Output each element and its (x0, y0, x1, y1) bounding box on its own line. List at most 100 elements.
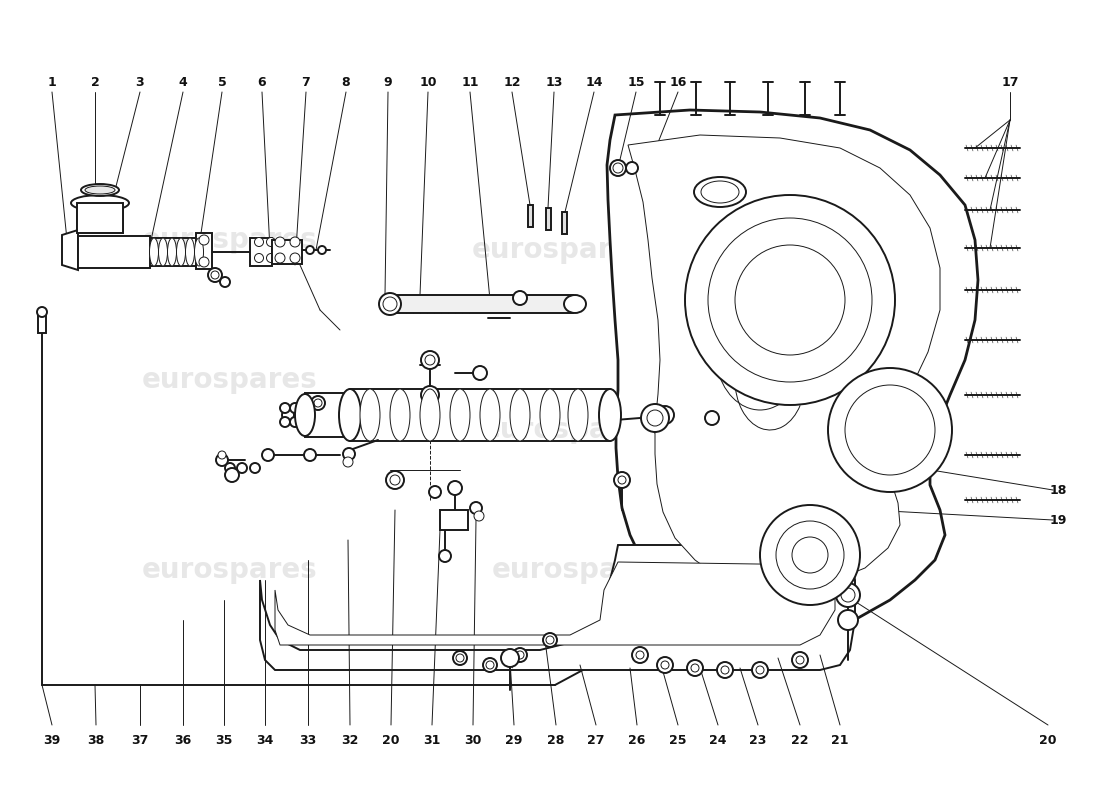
Circle shape (626, 162, 638, 174)
Circle shape (708, 218, 872, 382)
Ellipse shape (150, 238, 158, 266)
Circle shape (280, 417, 290, 427)
Circle shape (543, 633, 557, 647)
Circle shape (311, 396, 324, 410)
Circle shape (838, 610, 858, 630)
Circle shape (250, 463, 260, 473)
Circle shape (421, 351, 439, 369)
Text: eurospares: eurospares (142, 366, 318, 394)
Text: 22: 22 (791, 734, 808, 746)
Text: eurospares: eurospares (492, 556, 668, 584)
Text: eurospares: eurospares (472, 236, 648, 264)
Text: 15: 15 (627, 75, 645, 89)
Ellipse shape (568, 389, 588, 441)
Circle shape (429, 486, 441, 498)
Circle shape (290, 253, 300, 263)
Text: 8: 8 (342, 75, 350, 89)
Circle shape (661, 661, 669, 669)
Text: 39: 39 (43, 734, 60, 746)
Circle shape (379, 293, 401, 315)
Circle shape (306, 246, 313, 254)
Circle shape (500, 649, 519, 667)
Circle shape (483, 658, 497, 672)
Text: 9: 9 (384, 75, 393, 89)
Ellipse shape (81, 184, 119, 196)
Bar (196, 233, 212, 269)
Bar (39, 315, 46, 333)
Ellipse shape (564, 295, 586, 313)
Ellipse shape (450, 389, 470, 441)
Ellipse shape (701, 181, 739, 203)
Text: 25: 25 (669, 734, 686, 746)
Text: 28: 28 (548, 734, 564, 746)
Ellipse shape (195, 238, 204, 266)
Text: 16: 16 (669, 75, 686, 89)
Circle shape (760, 505, 860, 605)
Bar (528, 205, 534, 227)
Circle shape (756, 666, 764, 674)
Text: 2: 2 (90, 75, 99, 89)
Circle shape (513, 648, 527, 662)
Polygon shape (260, 545, 855, 670)
Circle shape (691, 664, 698, 672)
Circle shape (516, 651, 524, 659)
Circle shape (266, 254, 275, 262)
Circle shape (688, 660, 703, 676)
Circle shape (705, 411, 719, 425)
Ellipse shape (641, 404, 669, 432)
Circle shape (37, 307, 47, 317)
Circle shape (453, 651, 468, 665)
Text: 35: 35 (216, 734, 233, 746)
Ellipse shape (647, 410, 663, 426)
Ellipse shape (339, 389, 361, 441)
Circle shape (275, 237, 285, 247)
Text: eurospares: eurospares (142, 556, 318, 584)
Text: 31: 31 (424, 734, 441, 746)
Text: 4: 4 (178, 75, 187, 89)
Text: 23: 23 (749, 734, 767, 746)
Circle shape (254, 254, 264, 262)
Ellipse shape (85, 186, 116, 194)
Circle shape (439, 550, 451, 562)
Text: 10: 10 (419, 75, 437, 89)
Polygon shape (607, 110, 978, 632)
Circle shape (216, 454, 228, 466)
Circle shape (211, 271, 219, 279)
Circle shape (218, 451, 226, 459)
Text: 6: 6 (257, 75, 266, 89)
Text: 34: 34 (256, 734, 274, 746)
Circle shape (792, 652, 808, 668)
Polygon shape (62, 230, 78, 270)
Circle shape (636, 651, 644, 659)
Text: 12: 12 (504, 75, 520, 89)
Text: eurospares: eurospares (482, 416, 658, 444)
Bar (546, 208, 551, 230)
Circle shape (792, 537, 828, 573)
Ellipse shape (510, 389, 530, 441)
Circle shape (752, 662, 768, 678)
Circle shape (226, 468, 239, 482)
Circle shape (657, 657, 673, 673)
Circle shape (343, 457, 353, 467)
Circle shape (717, 662, 733, 678)
Polygon shape (628, 135, 940, 590)
Circle shape (280, 403, 290, 413)
Text: 19: 19 (1049, 514, 1067, 526)
Bar (305, 393, 346, 437)
Ellipse shape (480, 389, 501, 441)
Text: 7: 7 (301, 75, 310, 89)
Text: 3: 3 (135, 75, 144, 89)
Circle shape (390, 475, 400, 485)
Circle shape (456, 654, 464, 662)
Bar (77, 203, 123, 233)
Bar (562, 212, 566, 234)
Circle shape (796, 656, 804, 664)
Circle shape (448, 481, 462, 495)
Circle shape (282, 409, 294, 421)
Ellipse shape (158, 238, 167, 266)
Circle shape (199, 235, 209, 245)
Circle shape (199, 257, 209, 267)
Circle shape (383, 297, 397, 311)
Bar (440, 510, 467, 530)
Circle shape (610, 160, 626, 176)
